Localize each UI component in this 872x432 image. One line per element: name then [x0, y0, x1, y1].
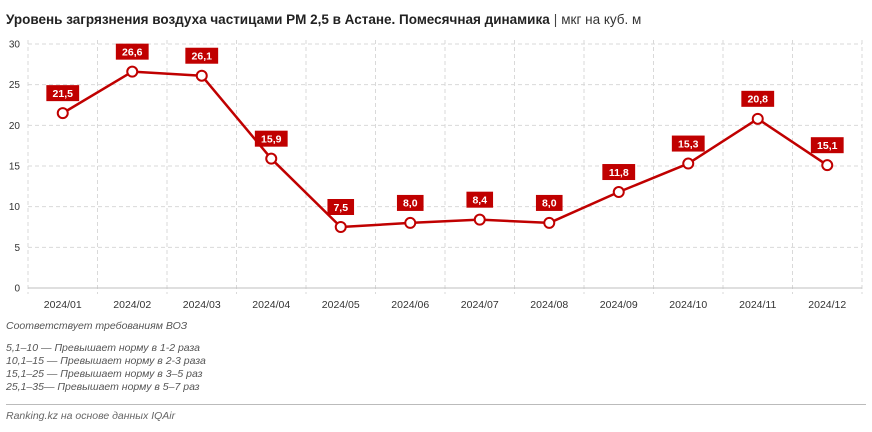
data-label: 26,6 [122, 46, 143, 58]
data-point [265, 152, 278, 165]
data-point [404, 216, 417, 229]
x-tick-label: 2024/07 [461, 299, 499, 311]
data-label-bg [810, 137, 844, 154]
data-label-bg [396, 194, 424, 211]
note-range-4: 25,1–35— Превышает норму в 5–7 раз [6, 381, 200, 393]
chart-title: Уровень загрязнения воздуха частицами PM… [6, 12, 641, 27]
data-label-bg [741, 90, 775, 107]
line-chart: 0 5 10 15 20 25 30 2024/01 2024/02 2024/03 2024/04… [9, 40, 863, 311]
chart-title-main: Уровень загрязнения воздуха частицами PM… [6, 12, 550, 27]
data-point [334, 221, 347, 233]
data-label: 15,9 [261, 133, 282, 145]
y-tick-label: 5 [14, 243, 20, 254]
data-label: 7,5 [333, 202, 348, 214]
note-range-1: 5,1–10 — Превышает норму в 1-2 раза [6, 342, 201, 354]
note-who: Соответствует требованиям ВОЗ [6, 320, 188, 332]
data-label: 15,3 [678, 138, 699, 150]
data-point [473, 213, 486, 226]
data-label: 8,0 [542, 198, 557, 210]
x-tick-label: 2024/09 [600, 299, 638, 311]
note-range-3: 15,1–25 — Превышает норму в 3–5 раз [6, 368, 203, 380]
markers-group [56, 65, 834, 233]
data-label-bg [115, 43, 149, 60]
data-label: 20,8 [748, 94, 769, 106]
y-tick-label: 15 [9, 162, 21, 173]
x-tick-label: 2024/01 [44, 299, 82, 311]
chart-unit: мкг на куб. м [561, 12, 642, 27]
data-point [543, 216, 556, 229]
data-point [612, 186, 625, 199]
data-point [195, 69, 208, 82]
grid-lines [27, 40, 863, 294]
data-point [751, 112, 764, 125]
y-tick-label: 30 [9, 40, 21, 51]
data-label: 8,0 [403, 198, 418, 210]
data-labels-group: 21,5 26,6 26,1 15,9 7,5 8,0 8,4 8,0 11,8 15,3 20,8… [46, 43, 844, 215]
data-label-bg [466, 191, 494, 208]
y-tick-label: 25 [9, 80, 21, 91]
x-tick-label: 2024/03 [183, 299, 221, 311]
x-tick-label: 2024/04 [252, 299, 290, 311]
divider [6, 404, 866, 405]
data-label: 15,1 [817, 140, 838, 152]
series-line [62, 70, 828, 229]
series-line-group [62, 70, 828, 229]
data-label-bg [671, 135, 705, 152]
data-label: 8,4 [472, 194, 487, 206]
source-note: Ranking.kz на основе данных IQAir [6, 410, 176, 422]
x-tick-label: 2024/05 [322, 299, 360, 311]
x-tick-label: 2024/11 [739, 299, 776, 311]
x-tick-label: 2024/06 [391, 299, 429, 311]
axis: 0 5 10 15 20 25 30 2024/01 2024/02 2024/03 2024/04… [9, 40, 862, 311]
data-point [126, 65, 139, 78]
data-label-bg [327, 199, 355, 215]
legend-notes: Соответствует требованиям ВОЗ 5,1–10 — П… [6, 320, 206, 394]
data-label-bg [602, 164, 636, 181]
data-label: 11,8 [609, 167, 629, 179]
y-tick-label: 10 [9, 202, 21, 213]
data-point [682, 157, 695, 170]
x-tick-label: 2024/02 [113, 299, 151, 311]
data-label: 26,1 [192, 51, 213, 63]
data-point [821, 159, 834, 172]
x-tick-label: 2024/08 [530, 299, 568, 311]
data-label: 21,5 [53, 88, 74, 100]
data-label-bg [254, 130, 288, 147]
x-tick-label: 2024/12 [808, 299, 846, 311]
data-label-bg [46, 85, 80, 102]
data-point [56, 107, 69, 120]
note-range-2: 10,1–15 — Превышает норму в 2-3 раза [6, 355, 206, 367]
y-tick-label: 0 [14, 284, 20, 295]
y-tick-label: 20 [9, 121, 21, 132]
title-separator: | [553, 12, 558, 27]
data-label-bg [185, 47, 219, 64]
data-label-bg [535, 194, 563, 211]
x-tick-label: 2024/10 [669, 299, 707, 311]
